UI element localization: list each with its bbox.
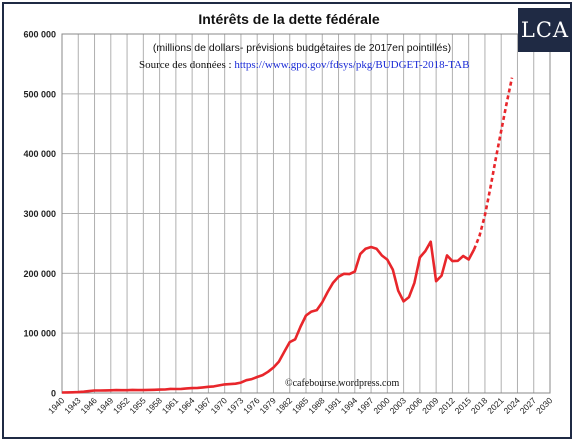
x-tick-label: 1970 xyxy=(209,395,230,416)
y-tick-label: 400 000 xyxy=(23,149,56,159)
x-tick-label: 1943 xyxy=(62,395,83,416)
chart-subtitle: (millions de dollars- prévisions budgéta… xyxy=(153,42,451,54)
plot-area xyxy=(61,33,551,394)
y-tick-label: 600 000 xyxy=(23,30,56,40)
x-tick-label: 2009 xyxy=(420,395,441,416)
line-chart: 0 100 000 200 000 300 000 400 000 500 000 600 … xyxy=(23,11,555,416)
x-tick-label: 2018 xyxy=(469,395,490,416)
x-tick-label: 2000 xyxy=(371,395,392,416)
x-tick-label: 1961 xyxy=(160,395,181,416)
y-tick-label: 0 xyxy=(51,389,56,399)
y-tick-label: 100 000 xyxy=(23,329,56,339)
x-tick-label: 1973 xyxy=(225,395,246,416)
y-tick-label: 300 000 xyxy=(23,209,56,219)
x-tick-label: 1997 xyxy=(355,395,376,416)
logo-text: LCA xyxy=(520,18,570,42)
x-tick-label: 1952 xyxy=(111,395,132,416)
x-tick-label: 1988 xyxy=(306,395,327,416)
source-link[interactable]: https://www.gpo.gov/fdsys/pkg/BUDGET-201… xyxy=(234,59,469,71)
x-tick-label: 2027 xyxy=(518,395,539,416)
x-tick-label: 1964 xyxy=(176,395,197,416)
y-tick-label: 200 000 xyxy=(23,269,56,279)
x-tick-label: 1979 xyxy=(257,395,278,416)
watermark-annotation: ©cafebourse.wordpress.com xyxy=(285,378,399,389)
x-tick-label: 2015 xyxy=(453,395,474,416)
x-tick-label: 1967 xyxy=(192,395,213,416)
x-tick-label: 1994 xyxy=(339,395,360,416)
x-tick-label: 1949 xyxy=(95,395,116,416)
y-tick-label: 500 000 xyxy=(23,89,56,99)
x-tick-label: 1946 xyxy=(78,395,99,416)
source-line: Source des données : https://www.gpo.gov… xyxy=(139,59,469,71)
source-prefix: Source des données : xyxy=(139,59,234,71)
x-tick-label: 1940 xyxy=(46,395,67,416)
series-forecast-line xyxy=(472,77,514,250)
lca-logo: LCA xyxy=(518,8,572,52)
chart-frame: 0 100 000 200 000 300 000 400 000 500 000 600 … xyxy=(2,2,572,439)
chart-title: Intérêts de la dette fédérale xyxy=(198,11,380,27)
x-tick-label: 1955 xyxy=(127,395,148,416)
x-tick-label: 1991 xyxy=(322,395,343,416)
x-tick-label: 1976 xyxy=(241,395,262,416)
x-tick-label: 1985 xyxy=(290,395,311,416)
series-actual-line xyxy=(61,240,476,394)
x-tick-label: 2012 xyxy=(436,395,457,416)
x-tick-label: 1982 xyxy=(274,395,295,416)
x-tick-label: 1958 xyxy=(144,395,165,416)
x-tick-label: 2003 xyxy=(388,395,409,416)
x-tick-label: 2024 xyxy=(501,395,522,416)
x-tick-label: 2006 xyxy=(404,395,425,416)
x-tick-label: 2030 xyxy=(534,395,555,416)
x-tick-label: 2021 xyxy=(485,395,506,416)
